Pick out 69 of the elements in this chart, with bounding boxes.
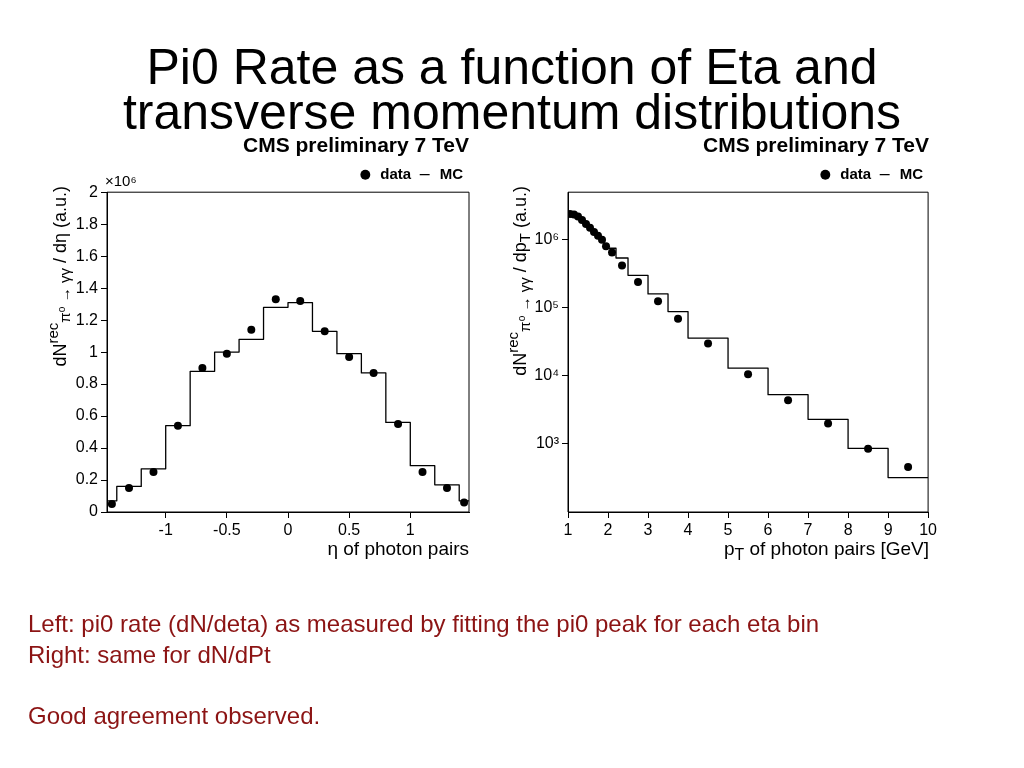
y-tick-label: 0.4 — [75, 438, 99, 456]
text: ×10⁶ — [105, 171, 137, 189]
point — [904, 462, 913, 471]
point — [598, 235, 607, 244]
point — [602, 242, 611, 251]
y-tick-label: 1 — [89, 342, 99, 360]
y-tick-label: 2 — [89, 182, 99, 200]
x-tick-label: 2 — [603, 521, 613, 539]
point — [744, 370, 753, 379]
x-tick-label: 3 — [643, 521, 653, 539]
point — [222, 349, 231, 358]
chart-title: CMS preliminary 7 TeV — [702, 133, 929, 157]
x-tick-label: 1 — [563, 521, 573, 539]
legend-label: data — [840, 164, 872, 182]
legend-label: MC — [899, 164, 924, 182]
y-tick-label: 10⁵ — [534, 298, 559, 316]
text: Left: pi0 rate (dN/deta) as measured by fitting the pi0 peak for each eta bin — [28, 609, 821, 639]
point — [634, 277, 643, 286]
y-tick-label: 10⁴ — [534, 366, 560, 384]
y-tick-label: 0.6 — [75, 406, 99, 424]
y-tick-label: 0 — [89, 502, 99, 520]
text: Right: same for dN/dPt — [28, 640, 272, 670]
point — [824, 419, 833, 428]
legend-label: data — [380, 164, 412, 182]
x-tick-label: 9 — [883, 521, 893, 539]
point — [271, 295, 280, 304]
y-tick-label: 0.2 — [75, 470, 99, 488]
y-tick-label: 1.2 — [75, 310, 99, 328]
point — [173, 421, 182, 430]
point — [418, 468, 427, 477]
x-axis-title: p$_{T}$ of photon pairs [GeV] — [723, 537, 929, 565]
chart-title: CMS preliminary 7 TeV — [242, 133, 469, 157]
x-axis-title: η of photon pairs — [327, 537, 469, 561]
point — [442, 484, 451, 493]
x-tick-label: 0 — [283, 521, 293, 539]
legend-label: MC — [439, 164, 464, 182]
x-tick-label: 4 — [683, 521, 693, 539]
point — [704, 339, 713, 348]
x-tick-label: 6 — [763, 521, 773, 539]
y-tick-label: 1.8 — [75, 214, 99, 232]
x-tick-label: 0.5 — [338, 521, 361, 539]
point — [608, 248, 617, 257]
point — [674, 314, 683, 323]
point — [296, 296, 305, 305]
point — [247, 325, 256, 334]
x-tick-label: 5 — [723, 521, 733, 539]
y-tick-label: 0.8 — [75, 374, 99, 392]
point — [369, 368, 378, 377]
y-tick-label: 10⁶ — [534, 230, 559, 248]
point — [125, 484, 134, 493]
text: Good agreement observed. — [28, 701, 322, 731]
point — [149, 468, 158, 477]
point — [618, 261, 627, 270]
point — [320, 327, 329, 336]
point — [864, 444, 873, 453]
point — [394, 420, 403, 429]
point — [654, 297, 663, 306]
y-tick-label: 1.4 — [75, 278, 99, 296]
x-tick-label: -1 — [158, 521, 173, 539]
x-tick-label: 7 — [803, 521, 813, 539]
point — [460, 498, 469, 507]
x-tick-label: -0.5 — [213, 521, 241, 539]
y-tick-label: 10³ — [535, 434, 560, 452]
x-tick-label: 10 — [919, 521, 938, 539]
y-tick-label: 1.6 — [75, 246, 99, 264]
point — [107, 500, 116, 509]
point — [784, 396, 793, 405]
x-tick-label: 8 — [843, 521, 853, 539]
x-tick-label: 1 — [405, 521, 415, 539]
